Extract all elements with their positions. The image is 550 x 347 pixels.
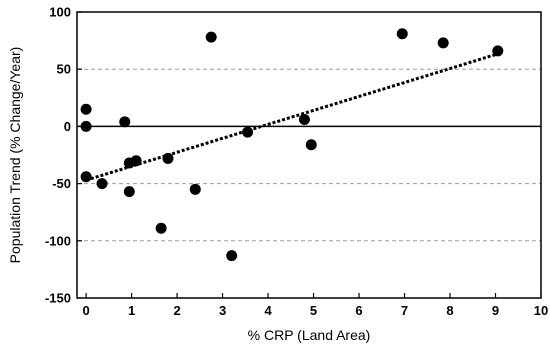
x-tick-label: 7 xyxy=(401,303,408,318)
trendline xyxy=(85,51,501,182)
data-point xyxy=(80,120,92,132)
data-point xyxy=(492,45,504,57)
x-tick-label: 2 xyxy=(173,303,180,318)
data-points xyxy=(80,28,504,262)
x-tick-label: 10 xyxy=(534,303,548,318)
data-point xyxy=(205,31,217,43)
y-tick-label: 100 xyxy=(49,5,71,20)
y-tick-label: 50 xyxy=(57,62,71,77)
x-tick-label: 9 xyxy=(492,303,499,318)
data-point xyxy=(226,250,238,262)
x-tick-label: 5 xyxy=(310,303,317,318)
x-tick-label: 0 xyxy=(82,303,89,318)
data-point xyxy=(305,139,317,151)
y-tick-label: -50 xyxy=(52,176,71,191)
y-axis-label: Population Trend (% Change/Year) xyxy=(7,47,23,264)
plot-frame xyxy=(76,11,542,299)
data-point xyxy=(298,114,310,126)
x-tick-label: 4 xyxy=(264,303,272,318)
y-axis-ticks: -150 -100 -50 0 50 100 xyxy=(45,5,82,306)
data-point xyxy=(80,171,92,183)
x-axis-label: % CRP (Land Area) xyxy=(248,327,371,343)
data-point xyxy=(130,155,142,167)
y-tick-label: 0 xyxy=(64,119,71,134)
x-tick-label: 1 xyxy=(128,303,135,318)
data-point xyxy=(123,186,135,198)
data-point xyxy=(162,152,174,164)
data-point xyxy=(189,183,201,195)
x-tick-label: 3 xyxy=(219,303,226,318)
data-point xyxy=(155,222,167,234)
data-point xyxy=(96,178,108,190)
y-tick-label: -100 xyxy=(45,233,71,248)
data-point xyxy=(437,37,449,49)
x-tick-label: 8 xyxy=(446,303,453,318)
x-axis-ticks: 0 1 2 3 4 5 6 7 8 9 10 xyxy=(82,293,548,318)
data-point xyxy=(119,116,131,128)
gridlines xyxy=(77,68,541,242)
data-point xyxy=(80,103,92,115)
y-tick-label: -150 xyxy=(45,291,71,306)
data-point xyxy=(242,126,254,138)
x-tick-label: 6 xyxy=(355,303,362,318)
data-point xyxy=(396,28,408,40)
